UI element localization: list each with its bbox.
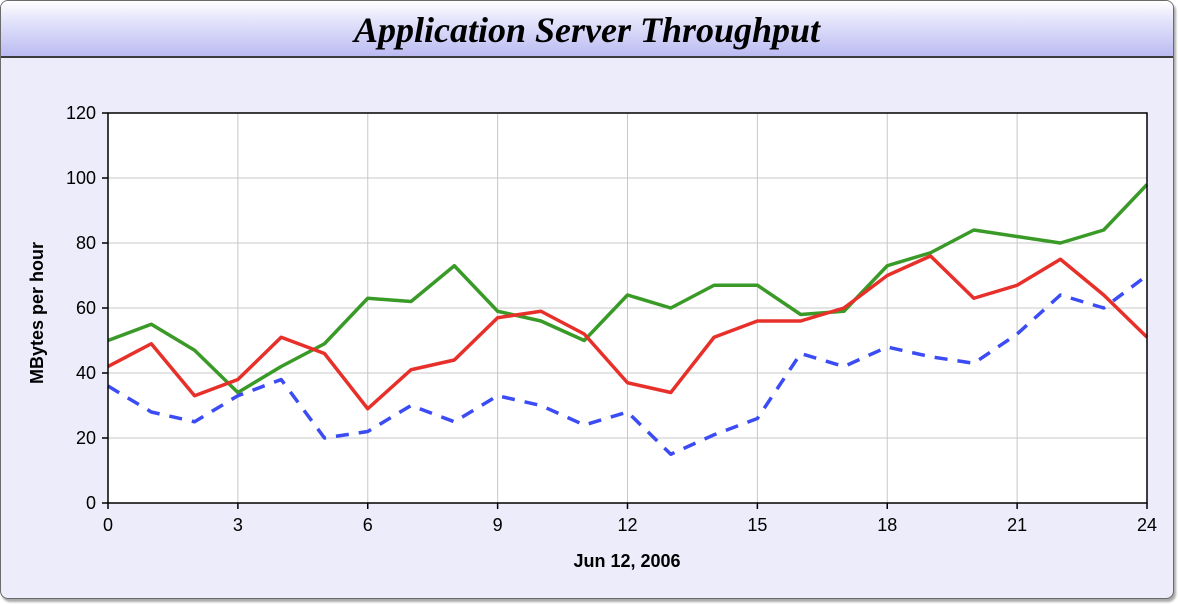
x-axis-title: Jun 12, 2006 xyxy=(573,551,680,571)
series-layer xyxy=(107,183,1149,456)
x-tick-label: 9 xyxy=(493,515,503,535)
x-tick-label: 0 xyxy=(103,515,113,535)
y-tick-label: 20 xyxy=(76,428,96,448)
x-tick-label: 3 xyxy=(233,515,243,535)
x-axis: 0 3 6 9 12 15 18 21 24 xyxy=(103,503,1157,535)
x-tick-label: 6 xyxy=(363,515,373,535)
x-tick-label: 21 xyxy=(1007,515,1027,535)
y-tick-label: 60 xyxy=(76,298,96,318)
title-bar: Application Server Throughput xyxy=(1,1,1173,58)
y-axis-title: MBytes per hour xyxy=(27,242,47,384)
y-tick-label: 0 xyxy=(86,493,96,513)
series-line-1 xyxy=(107,183,1149,395)
x-tick-label: 12 xyxy=(617,515,637,535)
y-tick-label: 100 xyxy=(66,168,96,188)
chart-title: Application Server Throughput xyxy=(353,10,821,50)
series-line-3 xyxy=(107,274,1149,456)
y-tick-label: 80 xyxy=(76,233,96,253)
y-tick-label: 120 xyxy=(66,103,96,123)
x-tick-label: 15 xyxy=(747,515,767,535)
x-tick-label: 24 xyxy=(1137,515,1157,535)
y-axis: 0 20 40 60 80 100 120 xyxy=(66,103,108,513)
series-line-2 xyxy=(107,254,1149,411)
x-tick-label: 18 xyxy=(877,515,897,535)
y-tick-label: 40 xyxy=(76,363,96,383)
